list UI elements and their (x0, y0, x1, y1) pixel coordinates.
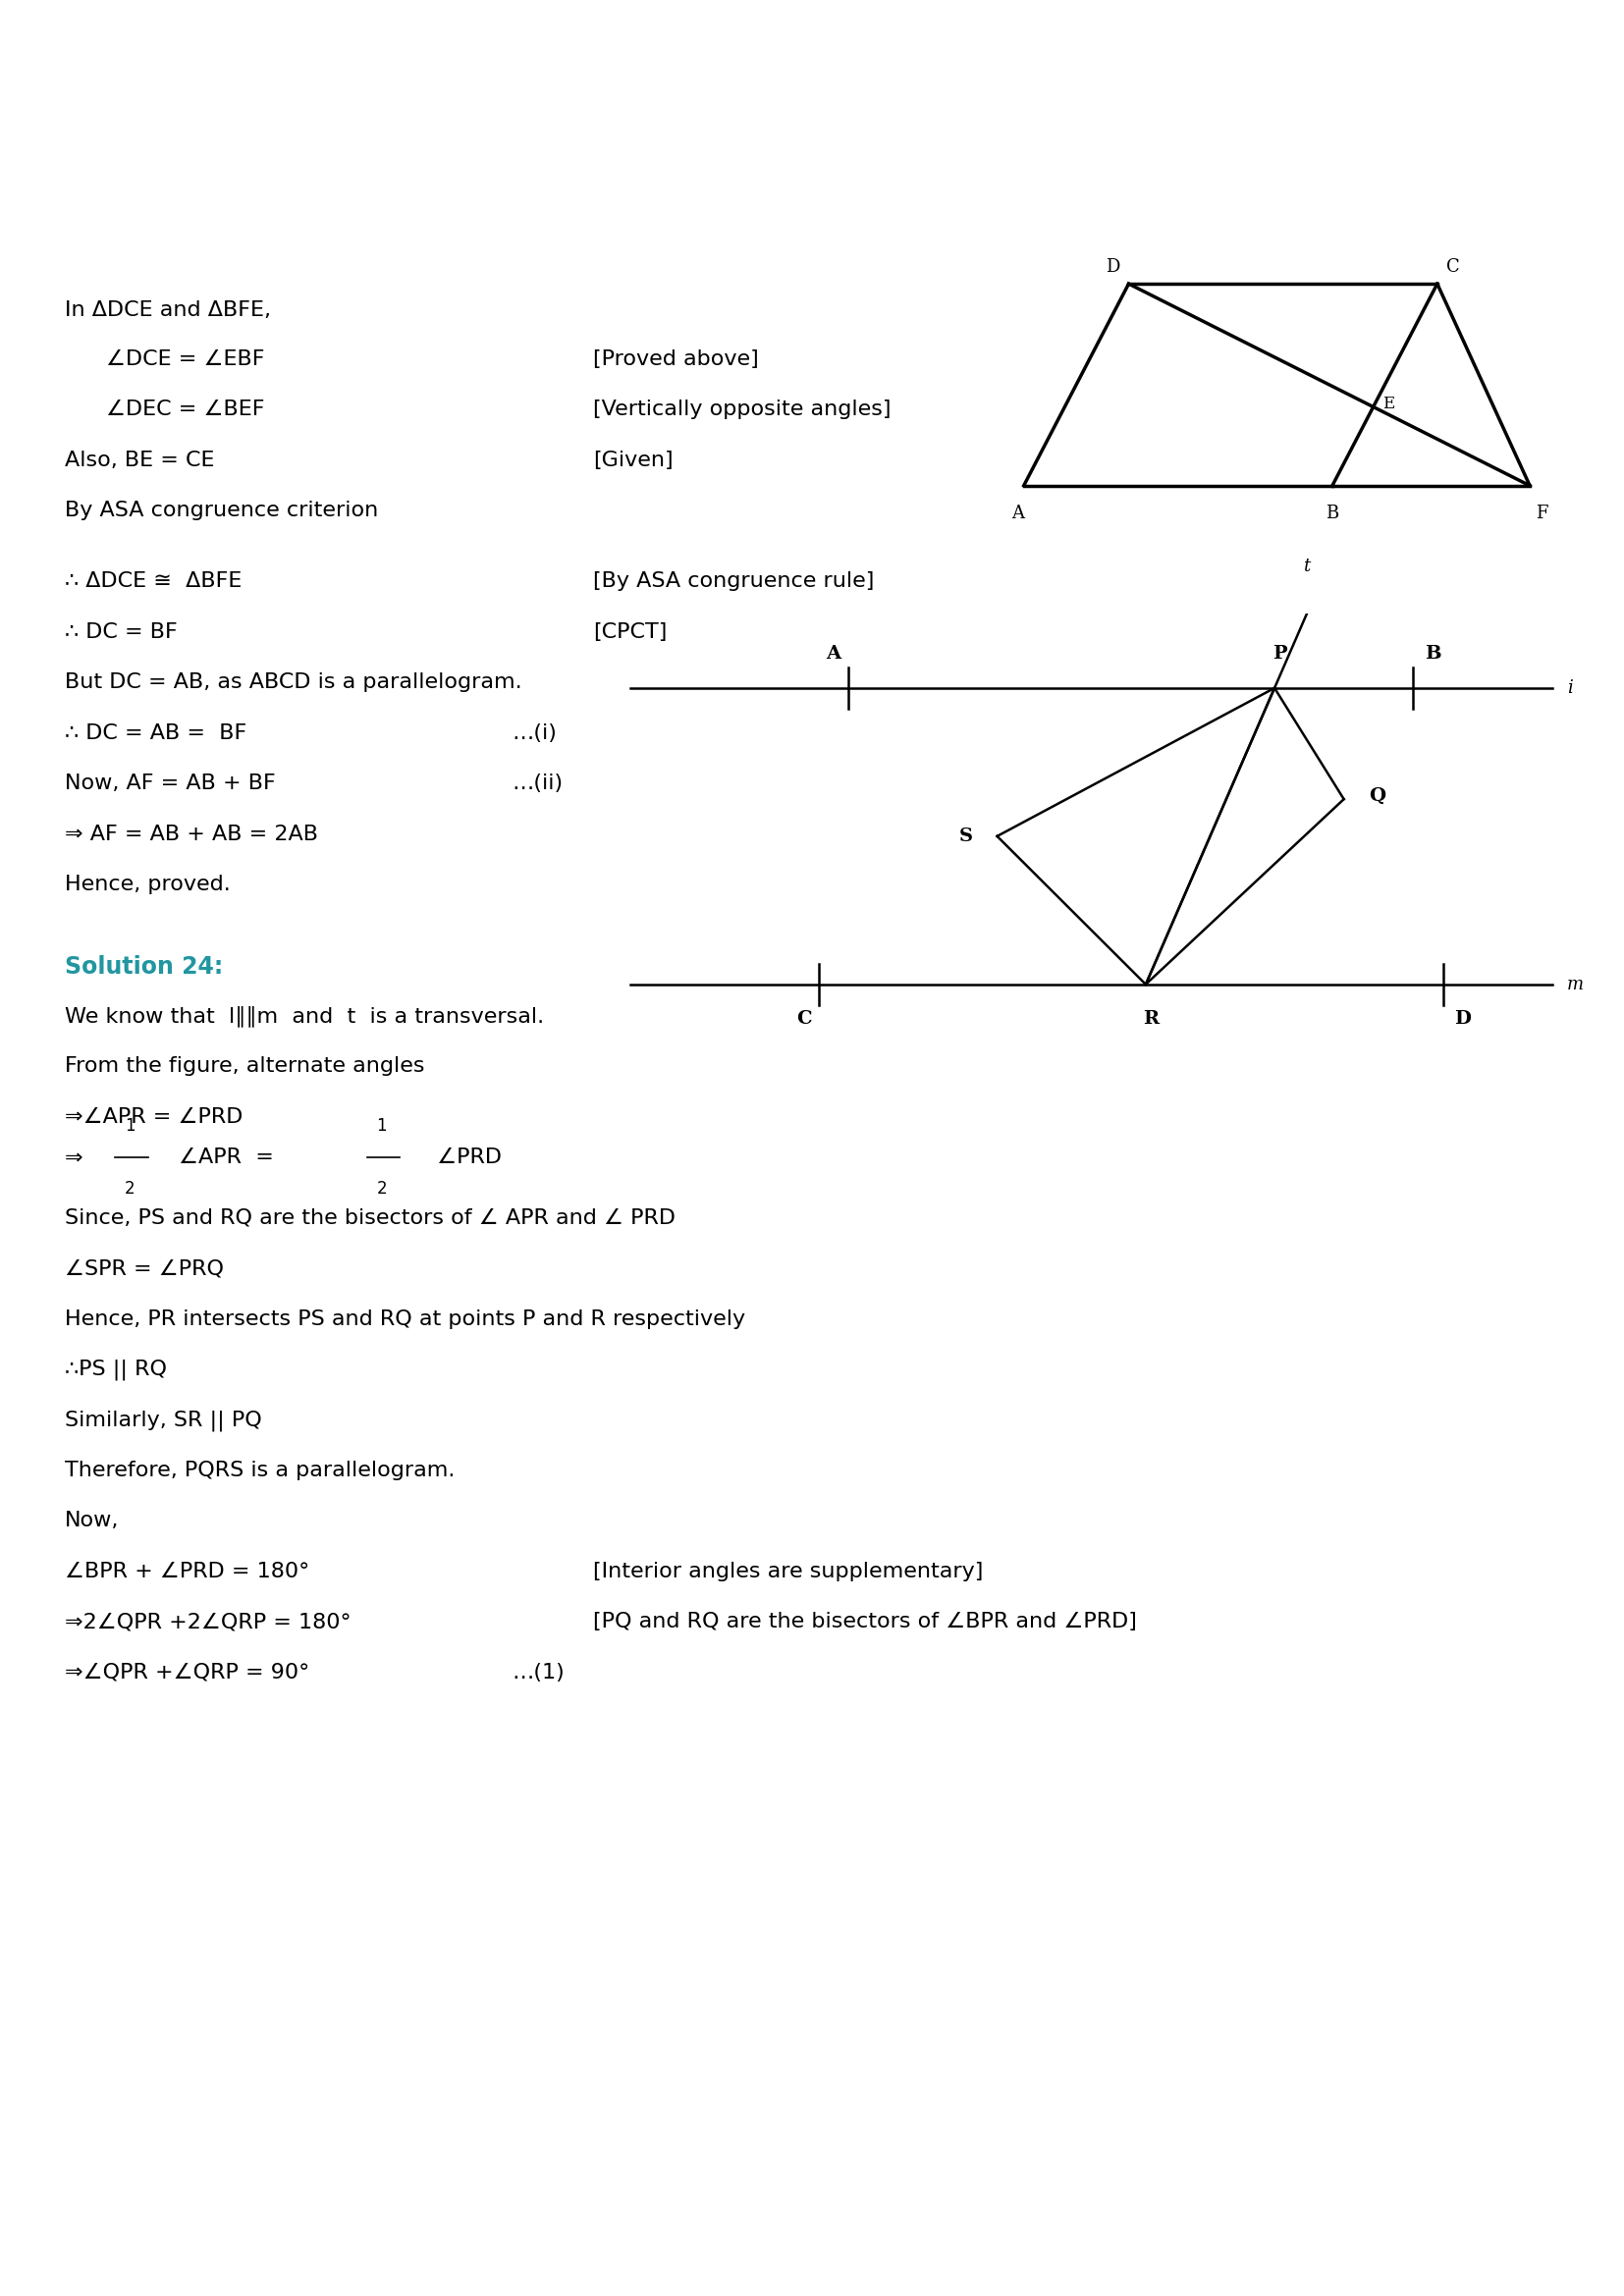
Text: E: E (1384, 395, 1395, 413)
Text: In ΔDCE and ΔBFE,: In ΔDCE and ΔBFE, (65, 301, 271, 321)
Text: B: B (1325, 505, 1338, 523)
Text: ⇒ AF = AB + AB = 2AB: ⇒ AF = AB + AB = 2AB (65, 824, 318, 843)
Text: t: t (1304, 558, 1311, 574)
Text: [Given]: [Given] (593, 450, 672, 471)
Text: A: A (1012, 505, 1025, 523)
Text: [By ASA congruence rule]: [By ASA congruence rule] (593, 572, 874, 590)
Text: [Proved above]: [Proved above] (593, 349, 758, 370)
Text: …(1): …(1) (512, 1662, 564, 1683)
Text: [CPCT]: [CPCT] (593, 622, 667, 641)
Text: ∠PRD: ∠PRD (430, 1148, 502, 1166)
Text: ∠BPR + ∠PRD = 180°: ∠BPR + ∠PRD = 180° (65, 1561, 310, 1582)
Text: ⇒: ⇒ (65, 1148, 83, 1166)
Text: 2: 2 (377, 1180, 387, 1196)
Text: Now, AF = AB + BF: Now, AF = AB + BF (65, 774, 276, 792)
Text: From the figure, alternate angles: From the figure, alternate angles (65, 1056, 425, 1077)
Text: C: C (1447, 257, 1460, 276)
Text: Class IX: Class IX (758, 23, 866, 48)
Text: ∠DCE = ∠EBF: ∠DCE = ∠EBF (106, 349, 265, 370)
Text: [PQ and RQ are the bisectors of ∠BPR and ∠PRD]: [PQ and RQ are the bisectors of ∠BPR and… (593, 1612, 1137, 1632)
Text: Since, PS and RQ are the bisectors of ∠ APR and ∠ PRD: Since, PS and RQ are the bisectors of ∠ … (65, 1208, 676, 1228)
Text: [Interior angles are supplementary]: [Interior angles are supplementary] (593, 1561, 983, 1582)
Text: D: D (1455, 1010, 1471, 1029)
Text: Hence, proved.: Hence, proved. (65, 875, 231, 893)
Text: Similarly, SR || PQ: Similarly, SR || PQ (65, 1410, 261, 1430)
Text: A: A (827, 645, 841, 661)
Text: Now,: Now, (65, 1511, 119, 1531)
Text: …(i): …(i) (512, 723, 557, 742)
Text: 1: 1 (377, 1118, 387, 1134)
Text: But DC = AB, as ABCD is a parallelogram.: But DC = AB, as ABCD is a parallelogram. (65, 673, 523, 691)
Text: ∴ DC = BF: ∴ DC = BF (65, 622, 177, 641)
Text: Also, BE = CE: Also, BE = CE (65, 450, 214, 471)
Text: Therefore, PQRS is a parallelogram.: Therefore, PQRS is a parallelogram. (65, 1460, 455, 1481)
Text: ⇒∠QPR +∠QRP = 90°: ⇒∠QPR +∠QRP = 90° (65, 1662, 310, 1683)
Text: ∠APR  =: ∠APR = (179, 1148, 274, 1166)
Text: RS Aggarwal Solutions: RS Aggarwal Solutions (645, 83, 979, 110)
Text: [Vertically opposite angles]: [Vertically opposite angles] (593, 400, 890, 420)
Text: Q: Q (1369, 788, 1385, 804)
Text: S: S (958, 827, 973, 845)
Text: i: i (1567, 680, 1572, 698)
Text: By ASA congruence criterion: By ASA congruence criterion (65, 501, 378, 521)
Text: ∴ DC = AB =  BF: ∴ DC = AB = BF (65, 723, 247, 742)
Text: ∠SPR = ∠PRQ: ∠SPR = ∠PRQ (65, 1258, 224, 1279)
Text: D: D (1106, 257, 1119, 276)
Text: ⇒∠APR = ∠PRD: ⇒∠APR = ∠PRD (65, 1107, 244, 1127)
Text: …(ii): …(ii) (512, 774, 564, 792)
Text: C: C (796, 1010, 812, 1029)
Text: 1: 1 (125, 1118, 135, 1134)
Text: Study Path: Study Path (84, 133, 159, 147)
Text: R: R (1143, 1010, 1158, 1029)
Text: B: B (1424, 645, 1440, 661)
Text: Solution 24:: Solution 24: (65, 955, 222, 978)
Text: Page 16 of 19: Page 16 of 19 (741, 2248, 883, 2268)
Text: F: F (1536, 505, 1548, 523)
Text: m: m (1567, 976, 1583, 994)
Text: P: P (1272, 645, 1286, 661)
Text: ∠DEC = ∠BEF: ∠DEC = ∠BEF (106, 400, 265, 420)
Text: We know that  l∥∥m  and  t  is a transversal.: We know that l∥∥m and t is a transversal… (65, 1006, 544, 1026)
Text: 2: 2 (125, 1180, 135, 1196)
Text: Chapter 10: Quadrilaterals: Chapter 10: Quadrilaterals (617, 149, 1007, 177)
Text: ⇒2∠QPR +2∠QRP = 180°: ⇒2∠QPR +2∠QRP = 180° (65, 1612, 351, 1632)
Text: ∴ ΔDCE ≅  ΔBFE: ∴ ΔDCE ≅ ΔBFE (65, 572, 242, 590)
Text: ∴PS || RQ: ∴PS || RQ (65, 1359, 167, 1380)
Text: Hence, PR intersects PS and RQ at points P and R respectively: Hence, PR intersects PS and RQ at points… (65, 1309, 745, 1329)
